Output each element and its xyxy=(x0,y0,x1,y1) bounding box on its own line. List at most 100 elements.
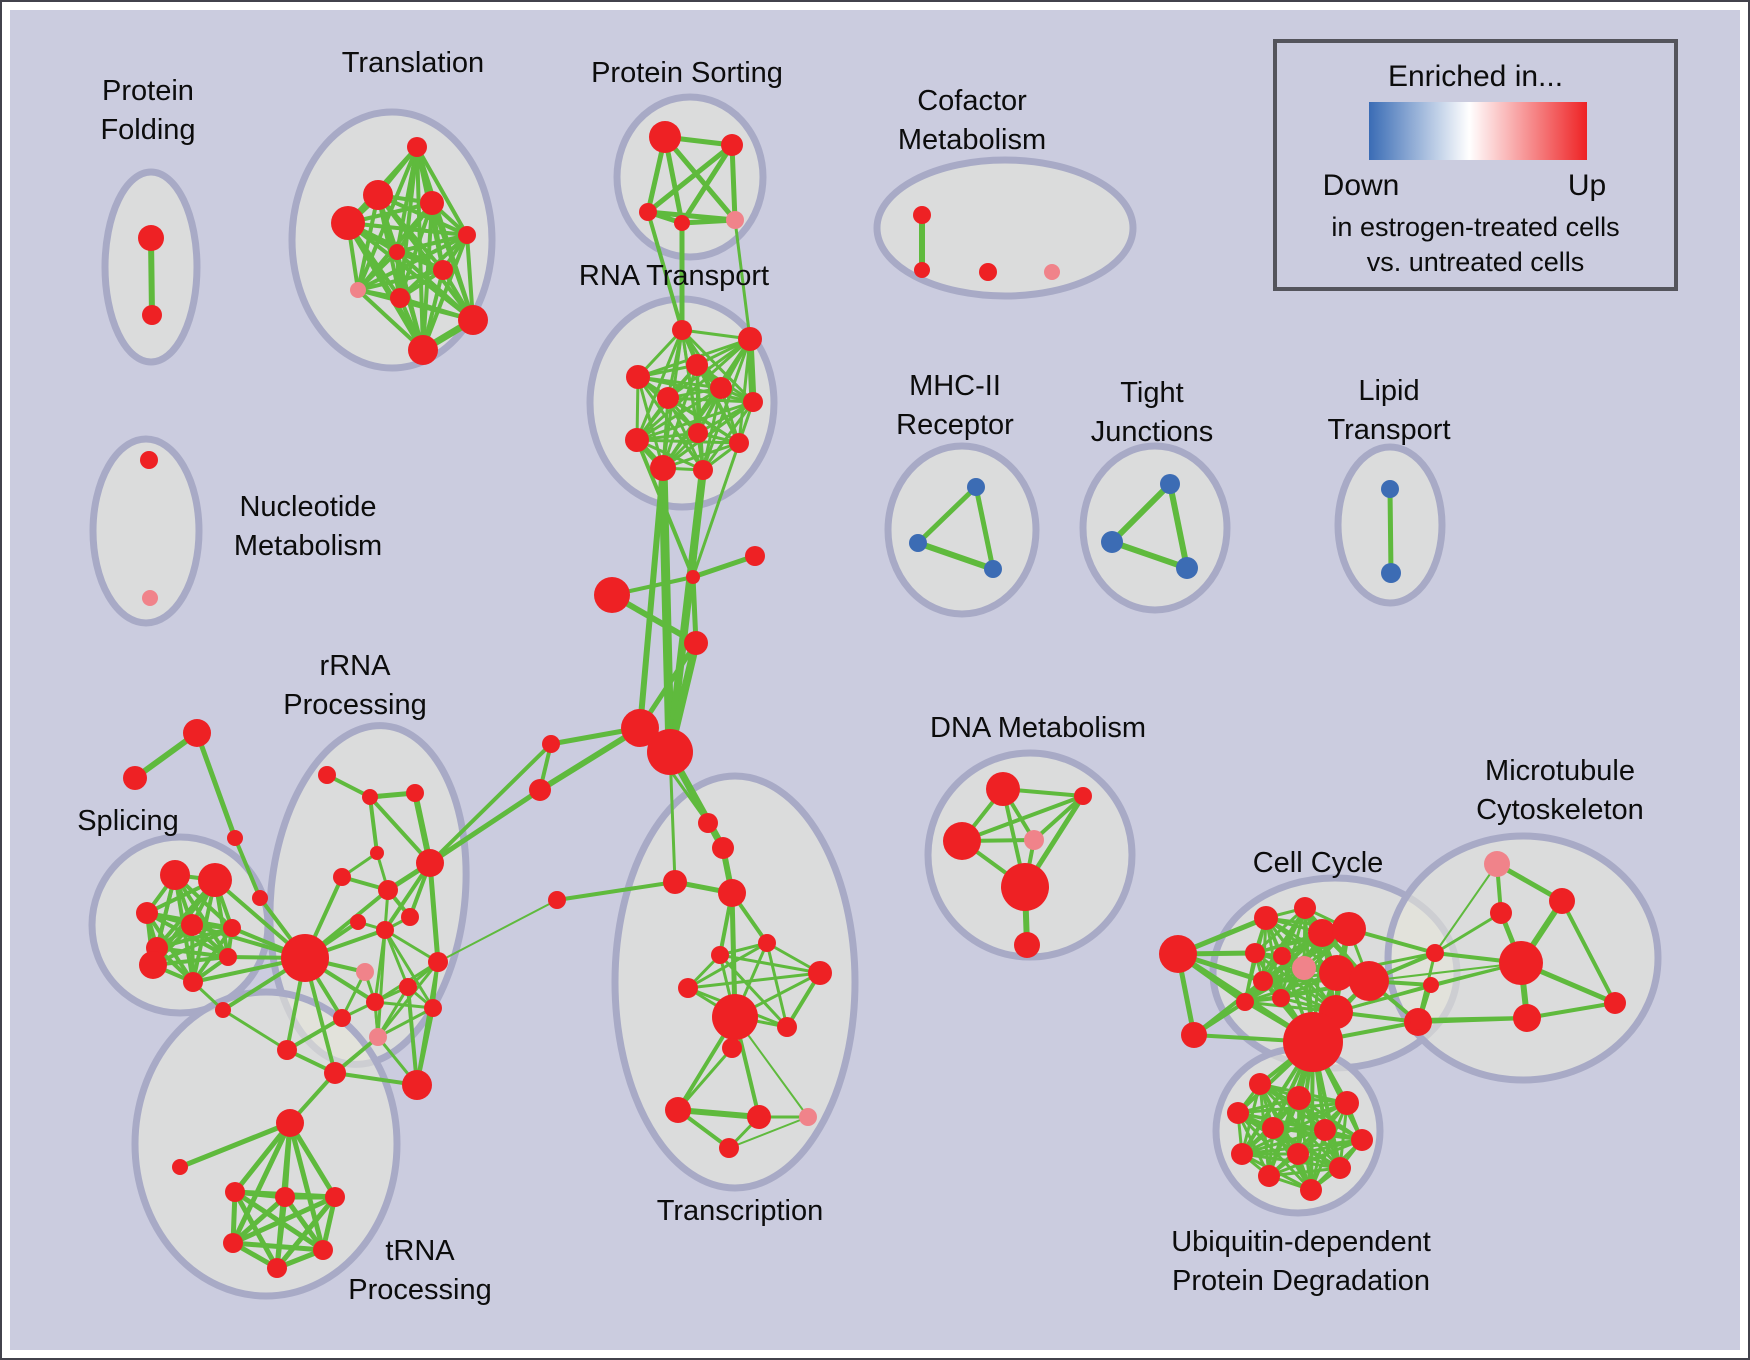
node-tr1 xyxy=(275,1187,295,1207)
node-r1 xyxy=(738,327,762,351)
node-rr18 xyxy=(324,1062,346,1084)
node-d0 xyxy=(986,772,1020,806)
edge-r9-c1 xyxy=(691,441,741,579)
node-rr15 xyxy=(333,1009,351,1027)
node-d2 xyxy=(943,822,981,860)
node-r4 xyxy=(710,377,732,399)
node-c4 xyxy=(621,709,659,747)
edge-x14-x15 xyxy=(728,1116,809,1149)
edge-c4-c7 xyxy=(537,725,643,793)
node-t3 xyxy=(331,206,365,240)
node-sp3 xyxy=(181,914,203,936)
node-x6 xyxy=(758,934,776,952)
node-m3 xyxy=(1499,941,1543,985)
node-cf1 xyxy=(914,262,930,278)
edge-rr20-tr2 xyxy=(287,1120,338,1200)
cluster-label-cofactor-metabolism: Cofactor Metabolism xyxy=(898,85,1046,156)
node-cc17 xyxy=(1426,944,1444,962)
node-t6 xyxy=(433,260,453,280)
edge-r9-r10 xyxy=(661,441,741,470)
node-r6 xyxy=(743,392,763,412)
node-x14 xyxy=(799,1108,817,1126)
node-a1 xyxy=(123,766,147,790)
edge-rr13-rr19 xyxy=(406,985,419,1087)
node-t8 xyxy=(390,288,410,308)
cluster-label-tight-junctions: Tight Junctions xyxy=(1091,377,1214,448)
cluster-ellipse-cofactor-metabolism xyxy=(873,156,1137,300)
edge-r8-r9 xyxy=(635,438,741,445)
edge-a2-sp5 xyxy=(233,836,262,900)
edge-r10-c4 xyxy=(637,465,666,731)
node-cf0 xyxy=(913,206,931,224)
legend-caption-line2: vs. untreated cells xyxy=(1366,247,1585,277)
node-pf0 xyxy=(138,225,164,251)
edge-t2-t9 xyxy=(430,201,475,322)
node-r3 xyxy=(626,365,650,389)
node-r2 xyxy=(686,354,708,376)
edge-rr20-tr3 xyxy=(230,1120,293,1246)
node-cc9 xyxy=(1253,971,1273,991)
node-rr5 xyxy=(416,849,444,877)
cluster-label-rrna-processing: rRNA Processing xyxy=(283,650,426,721)
edge-r3-r6 xyxy=(636,375,755,404)
edge-rr1-rr5 xyxy=(368,795,432,865)
node-c3 xyxy=(684,631,708,655)
legend-gradient-bar xyxy=(1369,102,1587,160)
node-sp0 xyxy=(160,860,190,890)
edge-rr9-rr11 xyxy=(383,928,440,964)
edge-u6-u10 xyxy=(1267,1138,1364,1178)
node-r8 xyxy=(625,428,649,452)
node-m4 xyxy=(1513,1004,1541,1032)
node-cc0 xyxy=(1159,935,1197,973)
node-sp10 xyxy=(219,948,237,966)
edge-rr9-rr14 xyxy=(383,928,435,1010)
edge-x2-x4 xyxy=(555,880,677,902)
edge-ps2-r0 xyxy=(646,210,684,332)
node-t7 xyxy=(350,282,366,298)
node-c6 xyxy=(542,735,560,753)
edge-tr2-tr3 xyxy=(230,1194,338,1246)
cluster-ellipse-tight-junctions xyxy=(1079,442,1231,614)
edge-r6-r8 xyxy=(635,400,755,442)
edge-r8-r11 xyxy=(635,438,705,472)
edge-t2-t10 xyxy=(421,201,434,352)
node-ps2 xyxy=(639,203,657,221)
edge-x12-x13 xyxy=(675,1107,762,1120)
node-cc12 xyxy=(1236,993,1254,1011)
edge-rr14-rr16 xyxy=(376,1006,435,1039)
edge-ps1-ps3 xyxy=(679,142,735,226)
node-r11 xyxy=(693,460,713,480)
edge-t4-t5 xyxy=(395,233,469,254)
cluster-ellipse-mhc-ii-receptor xyxy=(884,442,1040,618)
node-cf3 xyxy=(1044,264,1060,280)
node-u1 xyxy=(1287,1086,1311,1110)
node-tr3 xyxy=(223,1233,243,1253)
edge-cc16-m4 xyxy=(1416,1016,1529,1024)
node-cc7 xyxy=(1273,947,1291,965)
cluster-label-mhc-ii-receptor: MHC-II Receptor xyxy=(896,370,1014,441)
edge-sp7-sp10 xyxy=(155,946,230,959)
node-pf1 xyxy=(142,305,162,325)
node-mh0 xyxy=(967,478,985,496)
node-u4 xyxy=(1262,1117,1284,1139)
edge-x7-x8 xyxy=(686,971,822,990)
edge-t3-t4 xyxy=(346,221,469,237)
node-rr16 xyxy=(369,1028,387,1046)
node-x5 xyxy=(711,946,729,964)
node-rr3 xyxy=(370,846,384,860)
node-cc6 xyxy=(1245,943,1265,963)
legend-down-label: Down xyxy=(1322,169,1400,202)
node-x4 xyxy=(548,891,566,909)
node-t4 xyxy=(458,226,476,244)
node-t10 xyxy=(408,335,438,365)
edge-m1-m5 xyxy=(1560,899,1617,1005)
edge-sp1-sp9 xyxy=(191,878,217,984)
cluster-label-lipid-transport: Lipid Transport xyxy=(1327,375,1450,446)
edge-r3-r11 xyxy=(636,375,705,472)
edge-c6-rr5 xyxy=(428,742,553,865)
node-rr12 xyxy=(366,993,384,1011)
node-x13 xyxy=(747,1105,771,1129)
cluster-label-translation: Translation xyxy=(342,47,484,79)
node-lp0 xyxy=(1381,480,1399,498)
